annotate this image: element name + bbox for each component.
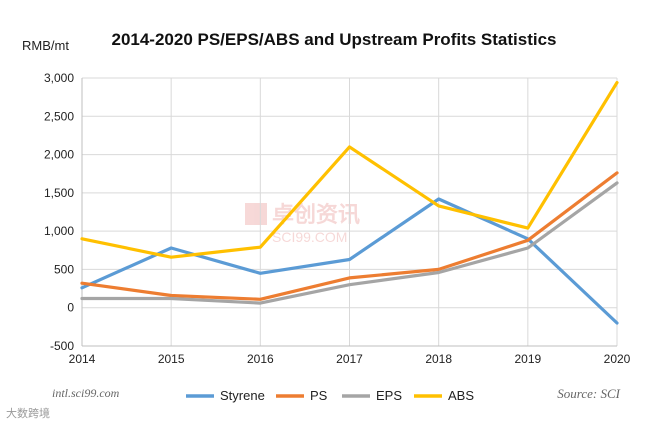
legend-item-abs: ABS — [414, 388, 474, 403]
x-tick-label: 2018 — [425, 352, 452, 366]
y-tick-label: 2,000 — [44, 148, 74, 162]
site-credit: intl.sci99.com — [52, 386, 120, 400]
x-tick-label: 2020 — [604, 352, 631, 366]
watermark-text-cn: 卓创资讯 — [272, 202, 360, 227]
source-credit: Source: SCI — [557, 386, 620, 401]
axes: -500 0 500 1,000 1,500 2,000 2,500 3,000 2014 201… — [44, 71, 631, 366]
legend-item-ps: PS — [276, 388, 328, 403]
x-tick-label: 2016 — [247, 352, 274, 366]
watermark-logo: 卓创资讯 SCI99.COM — [245, 202, 360, 245]
y-tick-label: 1,000 — [44, 224, 74, 238]
x-tick-label: 2015 — [158, 352, 185, 366]
watermark-logo-square — [245, 203, 267, 225]
corner-watermark: 大数跨境 — [6, 408, 50, 420]
y-tick-label: 3,000 — [44, 71, 74, 85]
series-line-ps — [80, 171, 619, 301]
x-tick-label: 2014 — [69, 352, 96, 366]
legend-label: PS — [310, 388, 328, 403]
y-tick-label: 1,500 — [44, 186, 74, 200]
y-tick-label: 2,500 — [44, 109, 74, 123]
x-tick-label: 2017 — [336, 352, 363, 366]
chart-title: 2014-2020 PS/EPS/ABS and Upstream Profit… — [111, 30, 557, 49]
series-lines — [80, 80, 619, 325]
legend: Styrene PS EPS ABS — [186, 388, 474, 403]
legend-label: Styrene — [220, 388, 265, 403]
legend-label: ABS — [448, 388, 474, 403]
legend-item-styrene: Styrene — [186, 388, 265, 403]
y-tick-label: 500 — [54, 262, 74, 276]
legend-label: EPS — [376, 388, 402, 403]
series-line-abs — [80, 80, 619, 259]
watermark-text-en: SCI99.COM — [272, 229, 347, 245]
series-line-eps — [80, 181, 619, 305]
x-tick-label: 2019 — [514, 352, 541, 366]
y-tick-label: 0 — [67, 301, 74, 315]
legend-item-eps: EPS — [342, 388, 402, 403]
y-axis-unit-label: RMB/mt — [22, 38, 69, 53]
y-tick-label: -500 — [50, 339, 74, 353]
